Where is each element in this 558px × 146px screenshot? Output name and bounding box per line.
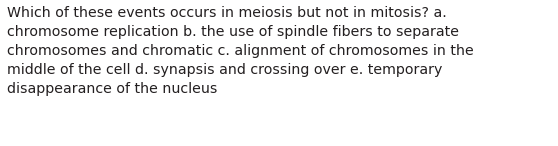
Text: Which of these events occurs in meiosis but not in mitosis? a.
chromosome replic: Which of these events occurs in meiosis … [7, 6, 474, 96]
